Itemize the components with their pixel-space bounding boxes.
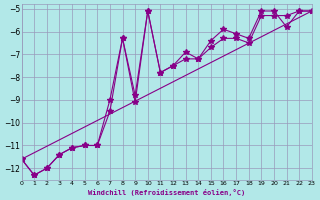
X-axis label: Windchill (Refroidissement éolien,°C): Windchill (Refroidissement éolien,°C): [88, 189, 245, 196]
